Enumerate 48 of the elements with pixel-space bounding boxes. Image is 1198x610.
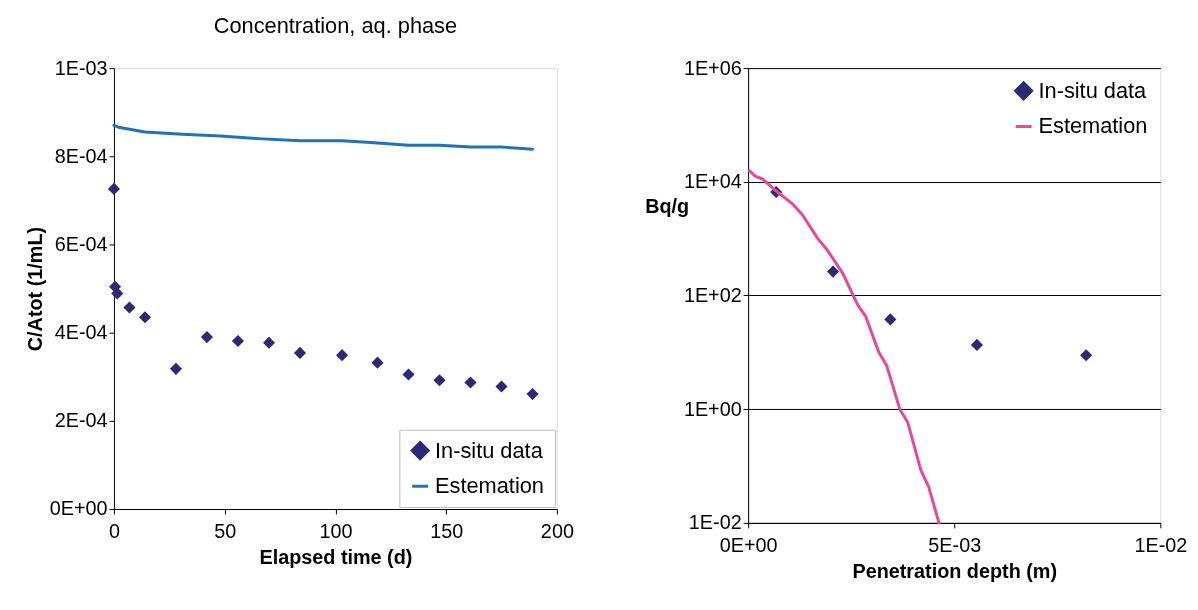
x-axis-title: Elapsed time (d) (259, 546, 413, 569)
legend-label: Estemation (1038, 113, 1148, 139)
point (970, 338, 983, 352)
y-tick-label: 1E+06 (683, 56, 742, 79)
legend-label: In-situ data (1038, 77, 1148, 103)
point (433, 374, 446, 387)
x-tick-label: 1E-02 (1134, 534, 1188, 557)
y-tick-label: 2E-04 (54, 409, 108, 432)
point (123, 301, 136, 314)
y-axis-title: C/Atot (1/mL) (23, 226, 46, 352)
point (107, 182, 121, 195)
y-tick-label: 1E+00 (683, 397, 742, 420)
y-tick-label: 4E-04 (54, 321, 108, 344)
point (826, 265, 840, 278)
y-tick-label: 1E-03 (54, 56, 108, 79)
point (231, 334, 245, 348)
point (884, 313, 897, 326)
y-tick-label: 1E+02 (683, 283, 742, 306)
y-tick-label: 8E-04 (54, 144, 108, 167)
point (293, 346, 307, 360)
x-tick-label: 0 (108, 520, 120, 543)
point (169, 362, 183, 375)
x-tick-label: 100 (319, 520, 353, 543)
x-tick-label: 50 (214, 520, 237, 543)
y-tick-label: 0E+00 (49, 497, 108, 520)
x-tick-label: 150 (430, 520, 464, 543)
point (138, 311, 152, 324)
x-tick-label: 5E-03 (928, 534, 982, 557)
point (1080, 349, 1093, 362)
line-series (747, 169, 941, 525)
point (495, 380, 508, 393)
legend-label: Estemation (435, 473, 544, 499)
point (464, 376, 477, 389)
point (526, 387, 539, 401)
point (402, 368, 415, 381)
point (262, 336, 276, 349)
y-axis-title: Bq/g (645, 195, 690, 218)
y-tick-label: 1E+04 (683, 170, 742, 193)
x-tick-label: 200 (540, 520, 574, 543)
x-tick-label: 0E+00 (719, 534, 778, 557)
point (336, 349, 349, 362)
line-series (112, 123, 535, 151)
point (200, 331, 214, 344)
y-tick-label: 6E-04 (54, 232, 108, 255)
point (371, 356, 384, 369)
legend-label: In-situ data (435, 437, 544, 463)
chart-title: Concentration, aq. phase (213, 13, 458, 39)
x-axis-title: Penetration depth (m) (852, 559, 1058, 582)
